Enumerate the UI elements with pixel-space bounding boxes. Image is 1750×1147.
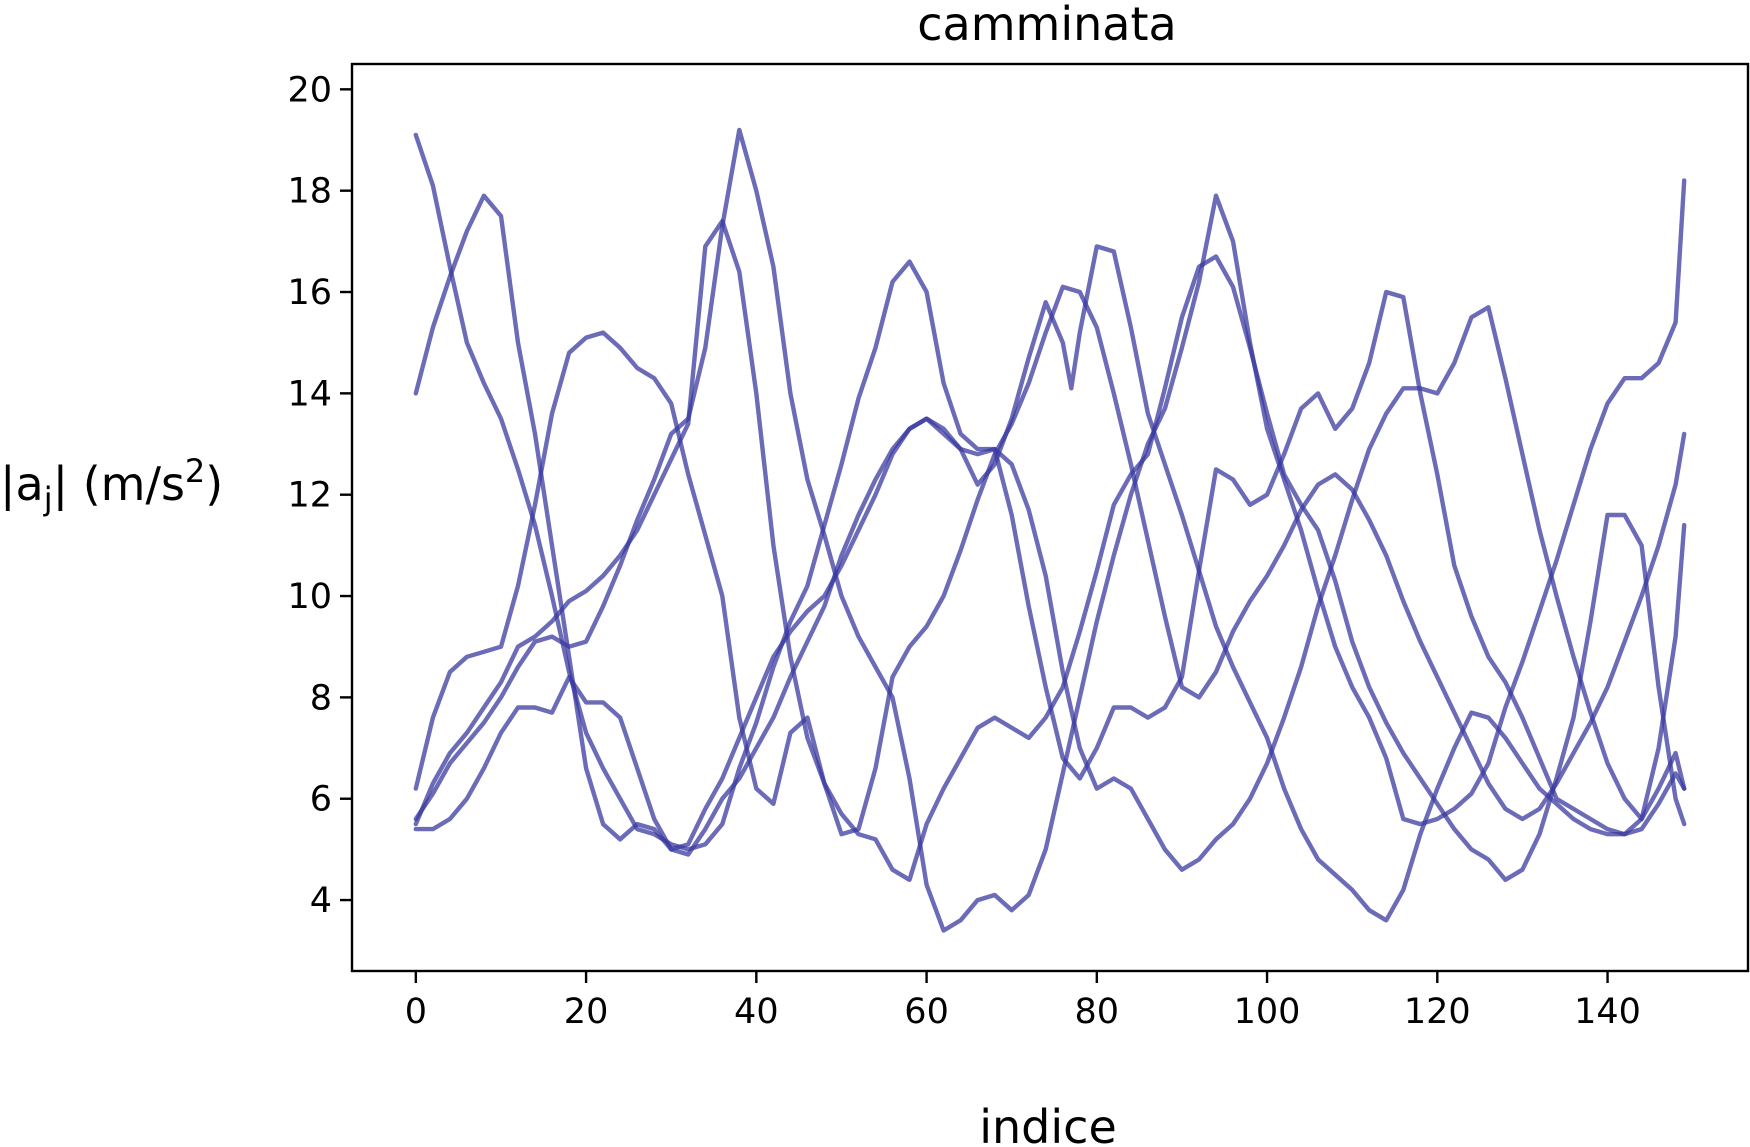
- y-tick-label: 14: [287, 374, 332, 414]
- x-tick-label: 0: [405, 992, 427, 1032]
- y-axis-ticks: 4 6 8 10 12 14 16 18 20: [287, 70, 352, 921]
- y-tick-label: 20: [287, 70, 332, 110]
- series-line-4: [413, 284, 1687, 837]
- series-line-6: [413, 218, 1687, 882]
- y-axis-label-close: ): [205, 457, 223, 511]
- y-tick-label: 10: [287, 577, 332, 617]
- y-axis-label-open: |a: [0, 457, 44, 512]
- x-tick-label: 120: [1404, 992, 1471, 1032]
- y-tick-label: 12: [287, 476, 332, 516]
- series-line-3: [413, 289, 1687, 857]
- series-layer: [413, 127, 1687, 933]
- y-tick-label: 8: [310, 678, 332, 718]
- x-tick-label: 80: [1075, 992, 1120, 1032]
- chart-title: camminata: [917, 0, 1176, 51]
- plot-frame: [350, 62, 1750, 973]
- y-tick-label: 4: [310, 881, 332, 921]
- y-axis-label-sub: j: [43, 480, 53, 518]
- y-tick-label: 18: [287, 172, 332, 212]
- x-tick-label: 40: [734, 992, 779, 1032]
- x-axis-label: indice: [979, 1100, 1117, 1147]
- x-axis-ticks: 0 20 40 60 80 100 120 140: [405, 971, 1641, 1032]
- y-axis-label-sup: 2: [185, 452, 205, 490]
- y-tick-label: 16: [287, 273, 332, 313]
- series-line-5: [413, 127, 1687, 933]
- y-tick-label: 6: [310, 780, 332, 820]
- y-axis-label-mid: | (m/s: [53, 457, 185, 512]
- x-tick-label: 140: [1574, 992, 1641, 1032]
- x-tick-label: 100: [1234, 992, 1301, 1032]
- series-line-1: [413, 132, 1687, 872]
- x-tick-label: 60: [904, 992, 949, 1032]
- y-axis-label: |aj| (m/s2): [0, 452, 223, 518]
- x-tick-label: 20: [564, 992, 609, 1032]
- series-line-2: [413, 193, 1687, 923]
